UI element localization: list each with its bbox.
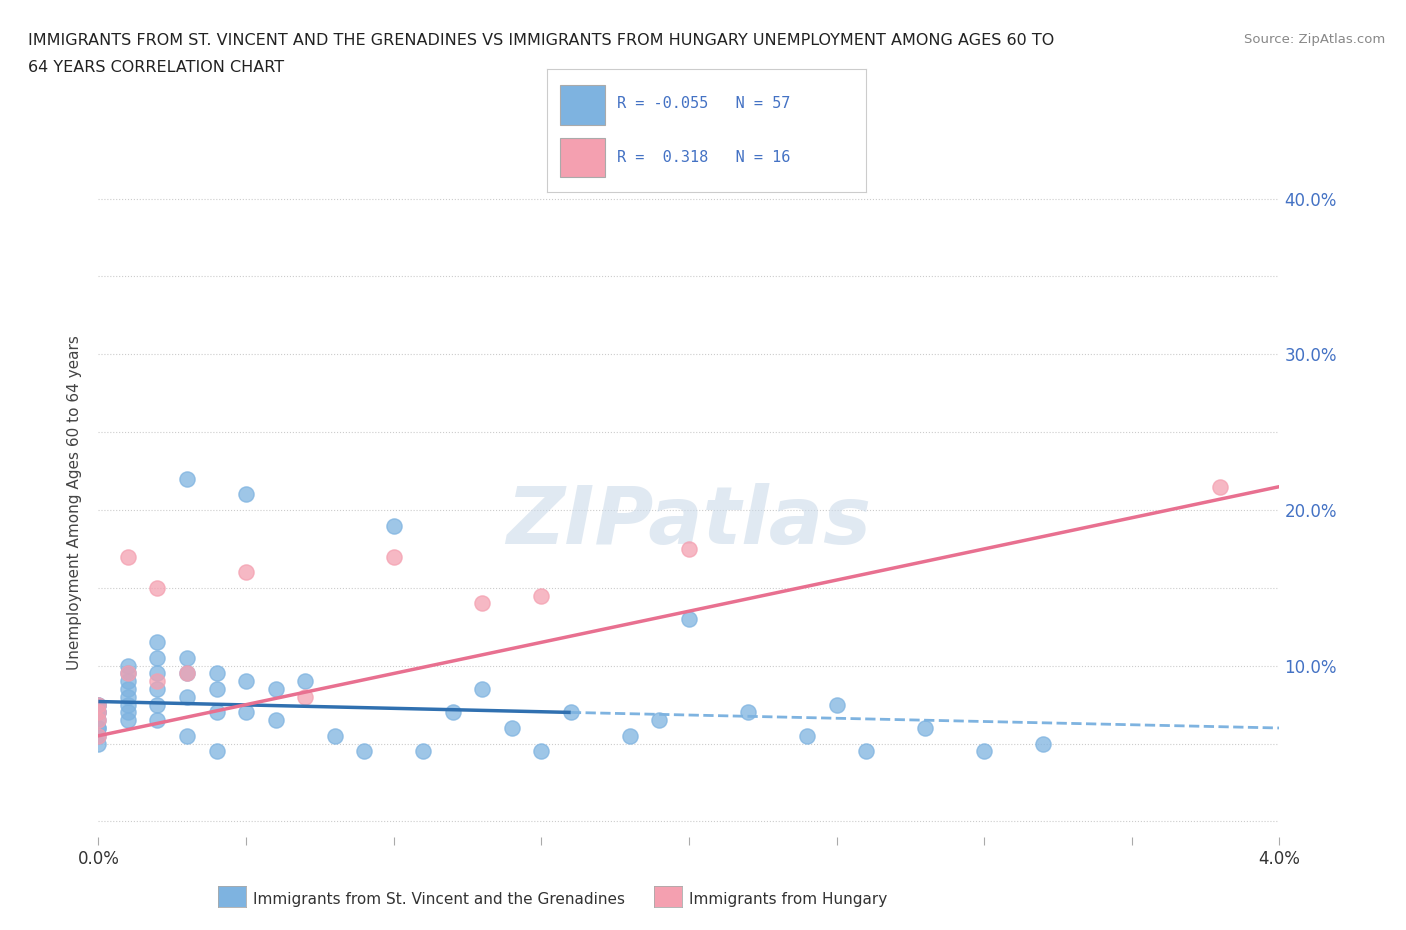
Point (117, 682, 139, 697)
Point (205, 682, 228, 697)
Point (471, 682, 494, 697)
Point (235, 674, 257, 689)
Point (117, 674, 139, 689)
Point (205, 744, 228, 759)
Point (235, 487, 257, 502)
Point (530, 588, 553, 603)
Point (87, 698, 110, 712)
Point (87, 705, 110, 720)
Point (737, 705, 759, 720)
Point (146, 682, 169, 697)
Point (294, 674, 316, 689)
Point (146, 666, 169, 681)
Point (87, 712, 110, 727)
Point (117, 712, 139, 727)
Point (87, 705, 110, 720)
Point (87, 712, 110, 727)
Point (235, 565, 257, 579)
Point (87, 721, 110, 736)
Point (117, 658, 139, 673)
Point (678, 541, 700, 556)
Point (825, 698, 848, 712)
Point (560, 705, 582, 720)
Point (648, 712, 671, 727)
Point (678, 612, 700, 627)
Point (235, 705, 257, 720)
Point (176, 472, 198, 486)
Point (87, 728, 110, 743)
Point (176, 666, 198, 681)
Point (353, 744, 375, 759)
Point (146, 698, 169, 712)
Point (87, 705, 110, 720)
Point (294, 689, 316, 704)
Point (323, 728, 346, 743)
Point (501, 721, 523, 736)
Point (146, 580, 169, 595)
Text: Source: ZipAtlas.com: Source: ZipAtlas.com (1244, 33, 1385, 46)
Point (471, 596, 494, 611)
Point (146, 635, 169, 650)
Point (176, 689, 198, 704)
Point (146, 650, 169, 665)
Point (1209, 479, 1232, 494)
Point (117, 666, 139, 681)
Point (146, 712, 169, 727)
Point (87, 728, 110, 743)
Text: Immigrants from St. Vincent and the Grenadines: Immigrants from St. Vincent and the Gren… (253, 892, 626, 907)
Point (530, 744, 553, 759)
Point (914, 721, 936, 736)
FancyBboxPatch shape (560, 139, 605, 178)
Point (87, 737, 110, 751)
Text: ZIPatlas: ZIPatlas (506, 484, 872, 562)
Point (117, 689, 139, 704)
FancyBboxPatch shape (560, 86, 605, 125)
Point (855, 744, 877, 759)
Point (117, 698, 139, 712)
Point (176, 728, 198, 743)
Point (117, 666, 139, 681)
Point (796, 728, 818, 743)
Point (205, 666, 228, 681)
Point (87, 721, 110, 736)
Point (176, 666, 198, 681)
Point (146, 674, 169, 689)
Y-axis label: Unemployment Among Ages 60 to 64 years: Unemployment Among Ages 60 to 64 years (67, 335, 83, 670)
Point (973, 744, 995, 759)
Point (412, 744, 434, 759)
Point (264, 712, 287, 727)
Point (87, 698, 110, 712)
Point (176, 650, 198, 665)
Point (264, 682, 287, 697)
Point (117, 705, 139, 720)
Point (1032, 737, 1054, 751)
Point (117, 550, 139, 565)
Text: Immigrants from Hungary: Immigrants from Hungary (689, 892, 887, 907)
Text: R =  0.318   N = 16: R = 0.318 N = 16 (617, 151, 790, 166)
Point (87, 698, 110, 712)
Text: IMMIGRANTS FROM ST. VINCENT AND THE GRENADINES VS IMMIGRANTS FROM HUNGARY UNEMPL: IMMIGRANTS FROM ST. VINCENT AND THE GREN… (28, 33, 1054, 47)
Point (441, 705, 464, 720)
Text: R = -0.055   N = 57: R = -0.055 N = 57 (617, 96, 790, 112)
Point (619, 728, 641, 743)
Point (205, 705, 228, 720)
Point (382, 518, 405, 533)
Point (382, 550, 405, 565)
Text: 64 YEARS CORRELATION CHART: 64 YEARS CORRELATION CHART (28, 60, 284, 75)
